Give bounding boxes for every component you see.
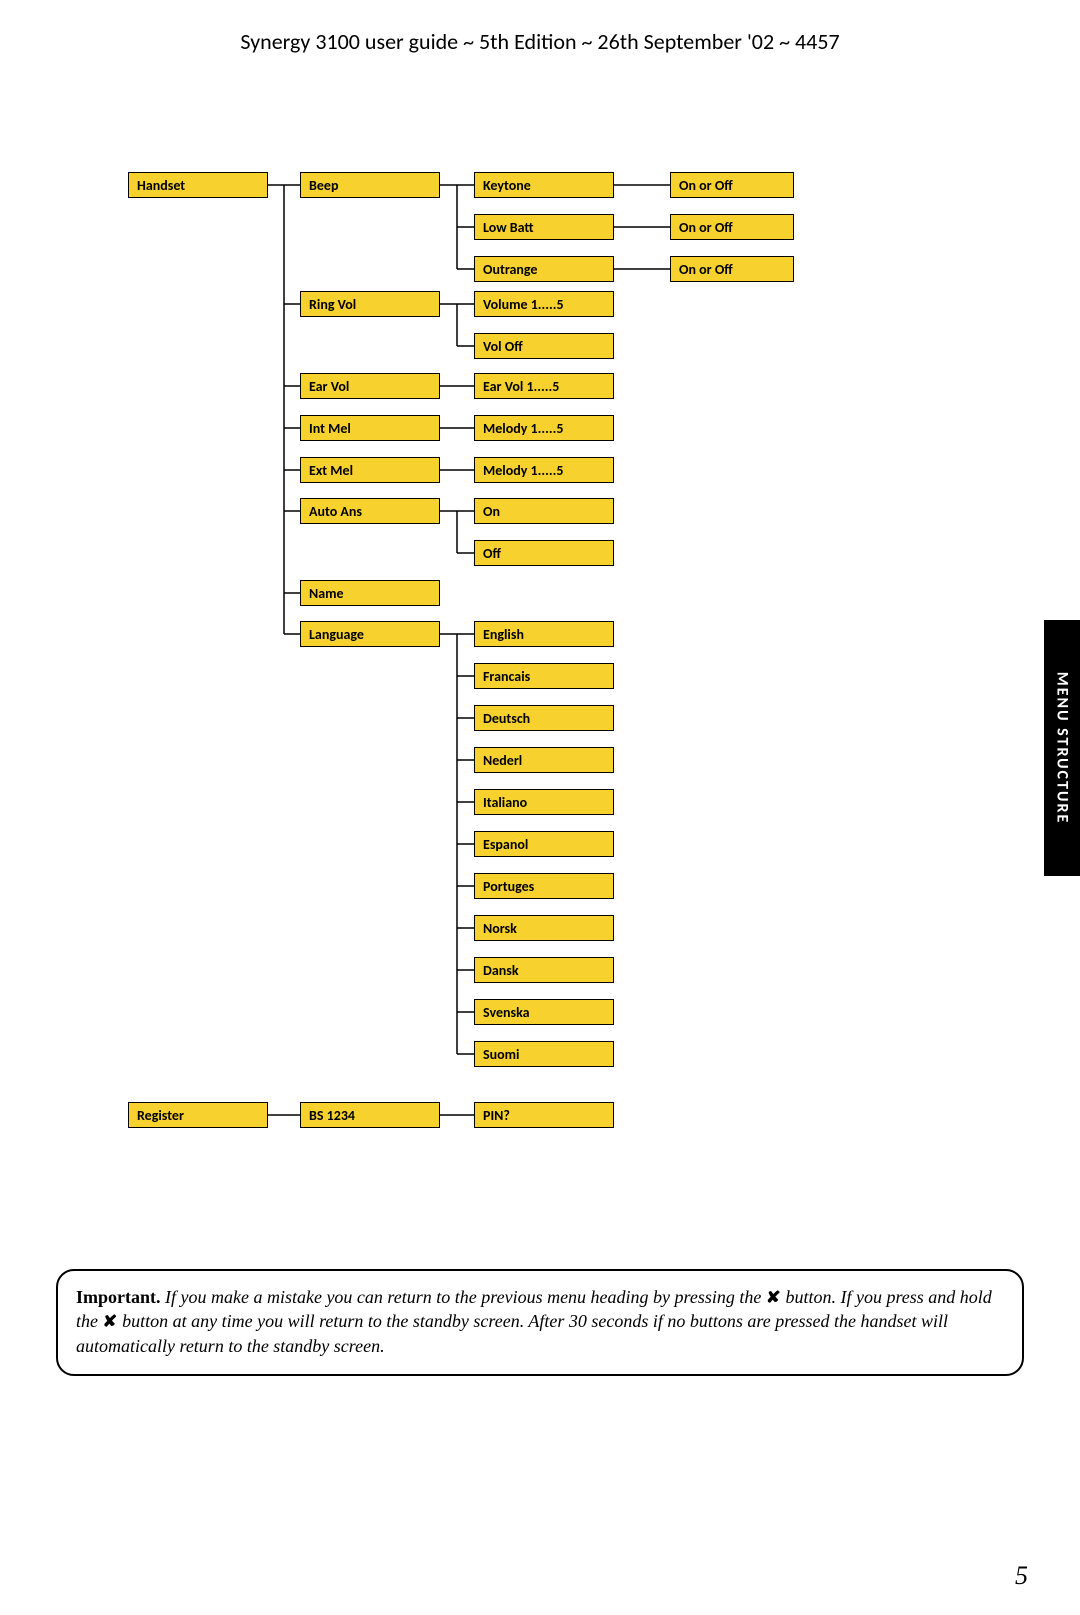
tree-node: On or Off [670, 172, 794, 198]
tree-node: Portuges [474, 873, 614, 899]
tree-node: English [474, 621, 614, 647]
tree-node: On or Off [670, 256, 794, 282]
tree-node: Deutsch [474, 705, 614, 731]
important-note: Important. If you make a mistake you can… [56, 1269, 1024, 1376]
tree-node: Language [300, 621, 440, 647]
tree-node: Francais [474, 663, 614, 689]
tree-node: Vol Off [474, 333, 614, 359]
tree-node: PIN? [474, 1102, 614, 1128]
tree-node: Auto Ans [300, 498, 440, 524]
tree-node: Ring Vol [300, 291, 440, 317]
tree-node: On or Off [670, 214, 794, 240]
tree-node: Melody 1.....5 [474, 457, 614, 483]
x-icon: ✘ [766, 1286, 781, 1308]
tree-node: BS 1234 [300, 1102, 440, 1128]
tree-node: Low Batt [474, 214, 614, 240]
x-icon: ✘ [103, 1311, 118, 1333]
note-text-3: button at any time you will return to th… [76, 1311, 948, 1355]
tree-node: Norsk [474, 915, 614, 941]
tree-node: Outrange [474, 256, 614, 282]
page-number: 5 [1015, 1561, 1028, 1591]
note-lead: Important. [76, 1287, 161, 1307]
note-body: If you make a mistake you can return to … [76, 1287, 992, 1356]
tree-node: Suomi [474, 1041, 614, 1067]
tree-node: Espanol [474, 831, 614, 857]
tree-node: Dansk [474, 957, 614, 983]
tree-node: On [474, 498, 614, 524]
tree-node: Melody 1.....5 [474, 415, 614, 441]
tree-node: Volume 1.....5 [474, 291, 614, 317]
tree-node: Name [300, 580, 440, 606]
tree-node: Italiano [474, 789, 614, 815]
tree-node: Keytone [474, 172, 614, 198]
tree-node: Handset [128, 172, 268, 198]
tree-node: Svenska [474, 999, 614, 1025]
tree-node: Ext Mel [300, 457, 440, 483]
page: Synergy 3100 user guide ~ 5th Edition ~ … [0, 0, 1080, 1615]
tree-node: Nederl [474, 747, 614, 773]
tree-node: Beep [300, 172, 440, 198]
tree-node: Ear Vol [300, 373, 440, 399]
note-text-1: If you make a mistake you can return to … [165, 1287, 766, 1307]
tree-node: Ear Vol 1.....5 [474, 373, 614, 399]
tree-node: Int Mel [300, 415, 440, 441]
tree-node: Register [128, 1102, 268, 1128]
tree-node: Off [474, 540, 614, 566]
